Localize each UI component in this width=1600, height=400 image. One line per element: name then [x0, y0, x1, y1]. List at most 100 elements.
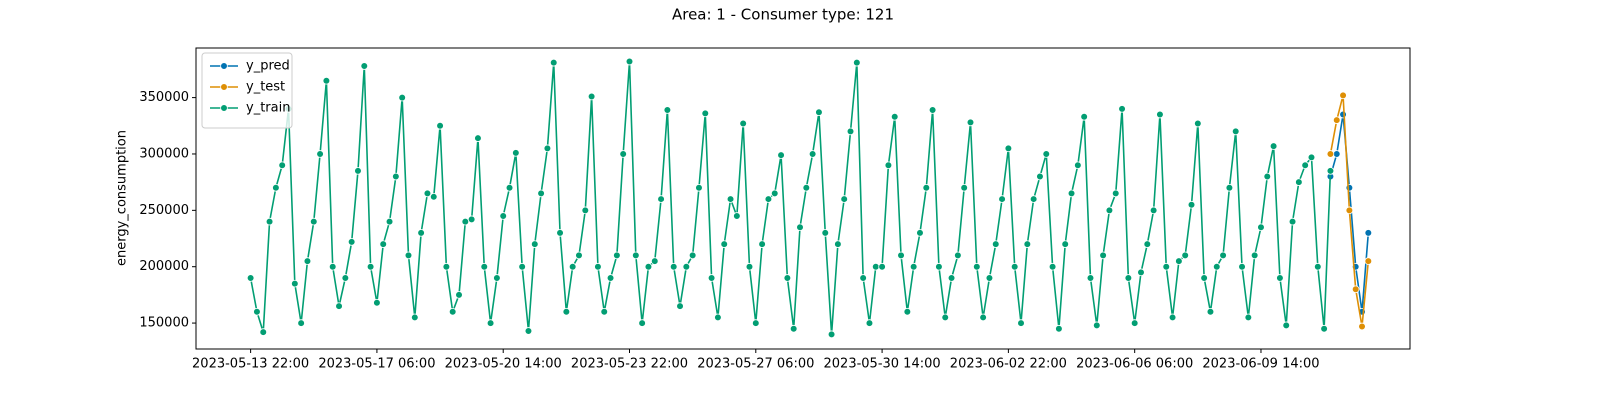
point — [695, 183, 703, 192]
point — [1332, 116, 1341, 124]
point — [575, 251, 583, 260]
point — [1219, 251, 1227, 260]
point — [1351, 285, 1360, 294]
point — [663, 106, 672, 114]
point — [594, 262, 602, 271]
point — [985, 274, 994, 282]
y-tick-label: 200000 — [139, 259, 189, 274]
point — [1364, 257, 1373, 265]
point — [467, 215, 476, 224]
point — [884, 161, 893, 170]
y-tick-label: 350000 — [139, 90, 189, 105]
legend-marker — [220, 62, 228, 70]
point — [493, 274, 501, 282]
point — [764, 195, 773, 203]
point — [1130, 319, 1139, 327]
point — [1074, 161, 1082, 170]
legend-label: y_train — [246, 101, 290, 116]
y-tick-label: 250000 — [139, 203, 189, 218]
point — [954, 251, 962, 260]
point — [429, 193, 438, 201]
point — [562, 307, 571, 316]
point — [714, 313, 722, 322]
point — [1244, 313, 1253, 322]
point — [1086, 274, 1095, 282]
x-tick-label: 2023-05-20 14:00 — [445, 357, 562, 372]
point — [770, 189, 779, 198]
point — [1111, 189, 1120, 198]
point — [543, 144, 552, 153]
point — [903, 307, 912, 316]
point — [1156, 110, 1164, 119]
point — [1250, 251, 1259, 260]
point — [568, 262, 577, 271]
x-tick-label: 2023-05-17 06:00 — [318, 357, 435, 372]
point — [802, 183, 811, 192]
point — [1023, 240, 1032, 248]
point — [909, 262, 918, 271]
point — [1124, 274, 1133, 282]
point — [650, 257, 659, 265]
point — [524, 327, 533, 335]
point — [366, 262, 375, 271]
point — [379, 240, 388, 248]
point — [1042, 150, 1051, 158]
point — [246, 274, 255, 282]
x-tick-label: 2023-05-27 06:00 — [697, 357, 814, 372]
point — [1282, 321, 1291, 330]
point — [979, 313, 987, 322]
point — [518, 262, 526, 271]
y-axis-label: energy_consumption — [115, 130, 130, 266]
point — [947, 274, 956, 282]
point — [789, 324, 798, 333]
point — [1181, 251, 1189, 260]
point — [1231, 127, 1240, 136]
point — [632, 251, 640, 260]
point — [341, 274, 350, 282]
point — [1194, 119, 1202, 128]
point — [701, 109, 710, 118]
point — [499, 212, 508, 220]
point — [1345, 183, 1354, 192]
x-tick-label: 2023-06-02 22:00 — [950, 357, 1067, 372]
point — [373, 298, 381, 307]
point — [461, 217, 470, 226]
point — [878, 262, 886, 271]
legend-label: y_test — [246, 80, 285, 95]
point — [998, 195, 1006, 203]
point — [1143, 240, 1152, 248]
point — [335, 302, 343, 310]
point — [1332, 150, 1341, 158]
point — [935, 262, 943, 271]
point — [423, 189, 432, 198]
point — [676, 302, 684, 310]
point — [777, 151, 785, 159]
legend-marker — [220, 83, 228, 91]
point — [581, 206, 590, 215]
point — [1105, 206, 1114, 215]
x-tick-label: 2023-05-23 22:00 — [571, 357, 688, 372]
point — [1276, 274, 1284, 282]
point — [537, 189, 545, 198]
point — [278, 161, 286, 170]
point — [436, 121, 444, 130]
point — [1137, 268, 1145, 277]
y-tick-label: 150000 — [139, 316, 189, 331]
point — [1092, 321, 1101, 330]
point — [865, 319, 874, 327]
legend-label: y_pred — [246, 59, 290, 74]
point — [259, 328, 268, 336]
point — [265, 217, 274, 226]
point — [834, 240, 842, 248]
point — [587, 92, 596, 101]
point — [726, 195, 735, 203]
point — [613, 251, 621, 260]
point — [297, 319, 305, 327]
point — [853, 58, 861, 67]
point — [1212, 262, 1221, 271]
point — [739, 119, 747, 128]
point — [1175, 257, 1183, 265]
x-tick-label: 2023-05-13 22:00 — [192, 357, 309, 372]
point — [1307, 153, 1316, 162]
point — [1320, 324, 1328, 333]
